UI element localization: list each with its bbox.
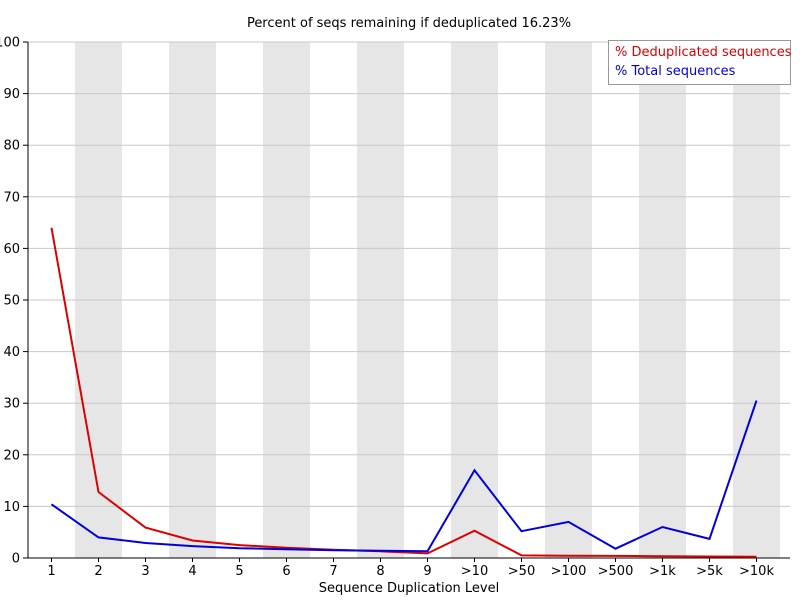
x-tick-label: >500 [598, 564, 634, 579]
y-tick-label: 50 [3, 294, 20, 309]
legend-label-total: % Total sequences [615, 64, 736, 79]
legend-label-deduplicated: % Deduplicated sequences [615, 45, 792, 60]
x-tick-label: 2 [94, 564, 102, 579]
gridlines [28, 41, 790, 507]
x-tick-label: 4 [188, 564, 196, 579]
y-tick-label: 100 [0, 36, 20, 51]
x-tick-labels: 1 2 3 4 5 6 7 8 9 >10 >50 >100 >500 >1k >5k >10k [47, 564, 774, 579]
legend: % Deduplicated sequences % Total sequenc… [608, 40, 791, 85]
x-tick-label: 9 [423, 564, 431, 579]
y-tick-label: 30 [3, 397, 20, 412]
x-tick-label: >1k [649, 564, 676, 579]
x-tick-label: 3 [141, 564, 149, 579]
y-tick-label: 70 [3, 190, 20, 205]
axes [23, 41, 790, 562]
y-tick-labels: 0 10 20 30 40 50 60 70 80 90 100 [0, 36, 20, 567]
x-tick-label: 7 [329, 564, 337, 579]
y-tick-label: 90 [3, 87, 20, 102]
x-tick-label: 5 [235, 564, 243, 579]
chart-title: Percent of seqs remaining if deduplicate… [246, 16, 572, 31]
x-tick-label: 8 [376, 564, 384, 579]
legend-item-total: % Total sequences [609, 62, 790, 81]
y-tick-label: 40 [3, 345, 20, 360]
y-tick-label: 20 [3, 448, 20, 463]
x-axis-title: Sequence Duplication Level [318, 581, 500, 596]
x-tick-label: >50 [508, 564, 535, 579]
x-tick-label: 6 [282, 564, 290, 579]
y-tick-label: 60 [3, 242, 20, 257]
x-tick-label: 1 [47, 564, 55, 579]
dedup-sequences-line [50, 227, 757, 558]
total-sequences-line [50, 400, 758, 553]
y-tick-label: 0 [12, 552, 20, 567]
x-tick-label: >10k [739, 564, 774, 579]
y-tick-label: 80 [3, 139, 20, 154]
x-tick-label: >5k [696, 564, 723, 579]
series-lines [50, 227, 758, 558]
x-tick-label: >10 [461, 564, 488, 579]
legend-item-deduplicated: % Deduplicated sequences [609, 43, 792, 62]
x-tick-label: >100 [551, 564, 587, 579]
y-tick-label: 10 [3, 500, 20, 515]
